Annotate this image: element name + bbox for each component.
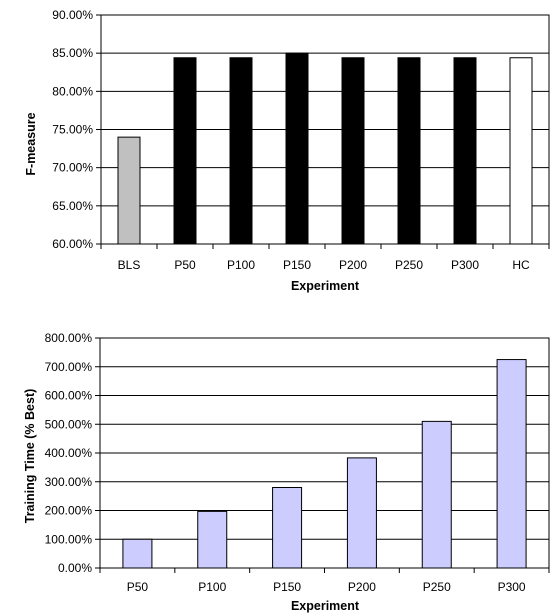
x-tick-label: P250 bbox=[395, 258, 423, 272]
bar-p250 bbox=[397, 57, 421, 245]
y-tick-label: 80.00% bbox=[52, 84, 93, 98]
bar-p150 bbox=[272, 487, 303, 569]
y-tick-label: 85.00% bbox=[52, 46, 93, 60]
bar-p250 bbox=[421, 420, 452, 569]
plot-frame bbox=[99, 337, 550, 569]
x-tick-label: P200 bbox=[339, 258, 367, 272]
bar-p300 bbox=[496, 359, 527, 569]
bar-hc bbox=[509, 57, 533, 245]
x-tick-label: P300 bbox=[498, 580, 526, 594]
plot-frame bbox=[100, 14, 550, 245]
y-tick-label: 70.00% bbox=[52, 161, 93, 175]
y-tick-label: 700.00% bbox=[45, 360, 93, 374]
x-tick-label: P150 bbox=[283, 258, 311, 272]
y-tick-label: 400.00% bbox=[45, 446, 93, 460]
x-tick-label: P150 bbox=[273, 580, 301, 594]
x-tick-label: P250 bbox=[423, 580, 451, 594]
bar-p50 bbox=[173, 57, 197, 245]
x-tick-label: BLS bbox=[118, 258, 141, 272]
f-measure-chart: F-measure Experiment 60.00% 65.00% 70.00% 7… bbox=[24, 8, 550, 293]
y-axis-title: F-measure bbox=[24, 112, 38, 175]
y-tick-label: 800.00% bbox=[45, 331, 93, 345]
y-axis-title: Training Time (% Best) bbox=[23, 389, 37, 524]
x-tick-label: P100 bbox=[198, 580, 226, 594]
y-tick-label: 65.00% bbox=[52, 199, 93, 213]
y-tick-label: 500.00% bbox=[45, 417, 93, 431]
x-tick-label: P100 bbox=[227, 258, 255, 272]
y-tick-label: 90.00% bbox=[52, 8, 93, 22]
x-tick-label: HC bbox=[512, 258, 530, 272]
x-axis-title: Experiment bbox=[291, 599, 360, 613]
bar-p100 bbox=[197, 510, 228, 569]
x-tick-label: P50 bbox=[174, 258, 196, 272]
bar-p100 bbox=[229, 57, 253, 245]
bar-p300 bbox=[453, 57, 477, 245]
y-tick-label: 75.00% bbox=[52, 123, 93, 137]
y-tick-label: 100.00% bbox=[45, 532, 93, 546]
bar-p200 bbox=[346, 457, 377, 569]
y-tick-label: 600.00% bbox=[45, 389, 93, 403]
bar-bls bbox=[117, 136, 141, 245]
y-tick-label: 300.00% bbox=[45, 475, 93, 489]
training-time-chart: Training Time (% Best) Experiment 0.00% 1… bbox=[23, 331, 550, 613]
x-axis-title: Experiment bbox=[291, 279, 360, 293]
x-tick-label: P300 bbox=[451, 258, 479, 272]
bar-p200 bbox=[341, 57, 365, 245]
x-tick-label: P50 bbox=[127, 580, 149, 594]
y-tick-label: 60.00% bbox=[52, 237, 93, 251]
bar-p150 bbox=[285, 52, 309, 245]
y-tick-label: 200.00% bbox=[45, 504, 93, 518]
y-tick-label: 0.00% bbox=[58, 561, 92, 575]
x-tick-label: P200 bbox=[348, 580, 376, 594]
bar-p50 bbox=[122, 538, 153, 569]
